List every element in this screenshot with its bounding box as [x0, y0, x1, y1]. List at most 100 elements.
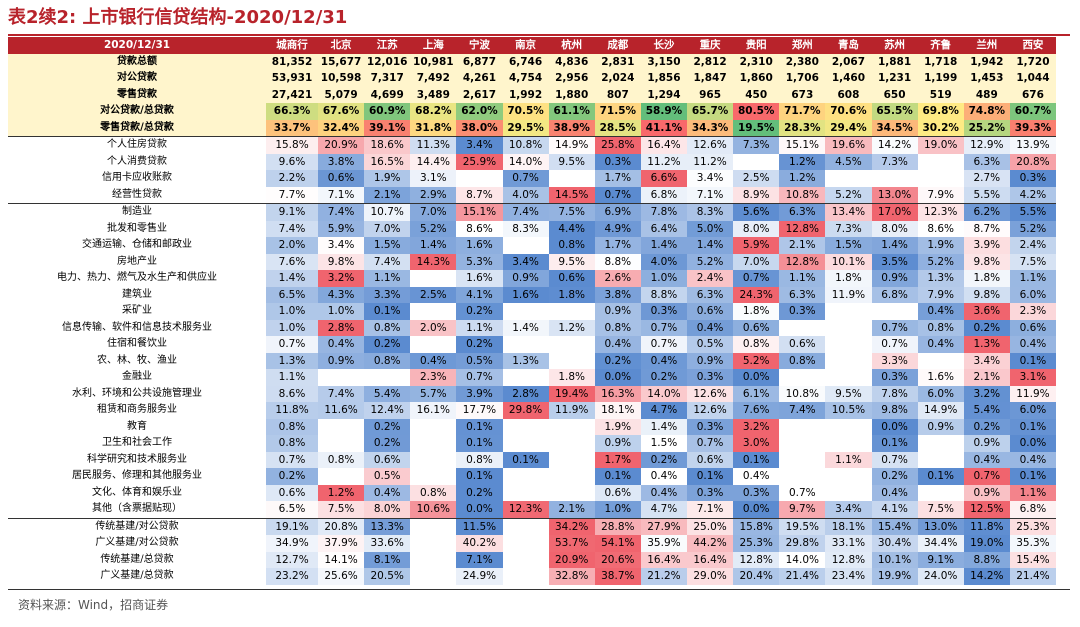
data-cell: 19.1% [266, 517, 318, 535]
data-cell: 20.8% [318, 517, 365, 535]
data-cell: 0.8% [548, 237, 595, 254]
data-cell: 17.0% [871, 203, 918, 221]
data-cell: 12.3% [917, 203, 964, 221]
data-cell [410, 336, 456, 353]
data-cell: 54.1% [594, 535, 641, 552]
data-cell: 2,024 [594, 70, 641, 87]
data-cell: 8.7% [456, 186, 503, 204]
data-cell: 0.2% [456, 303, 503, 320]
row-label: 居民服务、修理和其他服务业 [72, 470, 202, 482]
data-cell: 16.4% [687, 551, 734, 568]
row-label: 零售贷款 [8, 86, 266, 103]
data-cell: 1.7% [594, 170, 641, 187]
data-cell: 6.5% [266, 286, 318, 303]
data-cell: 1.8% [825, 270, 872, 287]
data-cell: 0.6% [548, 270, 595, 287]
data-cell: 0.2% [364, 336, 411, 353]
data-cell: 25.0% [687, 517, 734, 535]
table-row: 贷款总额 81,352 15,677 12,016 10,981 6,877 6,746 4,… [8, 53, 1056, 70]
data-cell: 0.4% [640, 468, 687, 485]
data-cell: 3.0% [733, 435, 780, 452]
data-cell: 0.6% [687, 451, 734, 468]
column-header: 重庆 [687, 37, 734, 54]
data-cell: 5.2% [917, 253, 964, 270]
column-header: 城商行 [266, 37, 318, 54]
data-cell: 3.8% [318, 153, 365, 170]
data-cell: 2.3% [1009, 303, 1056, 320]
data-cell: 8.8% [963, 551, 1010, 568]
data-cell [503, 419, 549, 436]
data-cell: 1.4% [502, 319, 549, 336]
data-cell: 34.5% [871, 119, 918, 137]
data-cell: 13.0% [871, 186, 918, 204]
data-cell: 62.0% [456, 103, 503, 120]
data-cell: 0.6% [779, 336, 826, 353]
table-row: 个人住房贷款 15.8% 20.9% 18.6% 11.3% 3.4% 10.8% 14.9%… [8, 136, 1056, 154]
data-cell: 11.9% [548, 402, 595, 419]
data-cell: 2,310 [733, 53, 780, 70]
data-cell: 0.1% [687, 468, 734, 485]
data-cell: 676 [1009, 86, 1056, 103]
data-cell: 2.1% [548, 501, 595, 518]
data-cell: 9.1% [917, 551, 964, 568]
data-cell: 39.1% [364, 119, 411, 137]
data-cell [503, 336, 549, 353]
data-cell [825, 419, 871, 436]
data-cell: 8.6% [917, 220, 964, 237]
data-cell: 10,981 [410, 53, 457, 70]
data-cell [918, 154, 964, 171]
data-cell: 19.0% [963, 535, 1010, 552]
data-cell: 6.3% [687, 286, 734, 303]
data-cell: 0.8% [410, 484, 457, 501]
data-cell: 1.4% [640, 237, 687, 254]
data-cell: 0.3% [687, 369, 734, 386]
data-cell: 29.0% [687, 568, 734, 585]
data-cell: 5.2% [825, 186, 872, 204]
data-cell: 0.3% [733, 484, 780, 501]
data-cell: 12.8% [733, 551, 780, 568]
data-cell [779, 452, 825, 469]
data-cell: 0.9% [594, 435, 641, 452]
data-cell: 0.0% [733, 501, 780, 518]
data-cell: 1,881 [871, 53, 918, 70]
data-cell: 18.1% [594, 402, 641, 419]
data-cell: 20.9% [548, 551, 595, 568]
row-label: 农、林、牧、渔业 [97, 354, 177, 366]
data-cell: 0.7% [266, 336, 318, 353]
data-cell: 1.2% [548, 319, 595, 336]
data-cell: 0.3% [871, 369, 918, 386]
data-cell: 6.0% [917, 385, 964, 402]
row-label: 零售贷款/总贷款 [8, 119, 266, 137]
data-cell: 15.1% [779, 136, 826, 154]
data-cell: 1.1% [1009, 484, 1056, 501]
data-cell: 2.0% [266, 237, 318, 254]
data-cell [779, 435, 825, 452]
data-cell: 1.9% [364, 170, 411, 187]
data-cell: 2,067 [825, 53, 872, 70]
data-cell: 0.9% [594, 303, 641, 320]
data-cell: 32.8% [548, 568, 595, 585]
data-cell [872, 170, 918, 187]
data-cell: 14.9% [917, 402, 964, 419]
data-cell: 15.4% [871, 517, 918, 535]
data-cell: 4.0% [502, 186, 549, 204]
data-cell: 12.6% [687, 385, 734, 402]
data-cell: 0.8% [733, 336, 780, 353]
data-cell: 0.4% [1009, 336, 1056, 353]
data-cell: 0.1% [594, 468, 641, 485]
data-cell [318, 419, 364, 436]
column-header: 宁波 [456, 37, 503, 54]
loan-structure-table: 2020/12/31 城商行 北京 江苏 上海 宁波 南京 杭州 成都 长沙 重庆 贵阳 郑州 青岛 苏州齐… [8, 37, 1056, 585]
data-cell: 10.7% [364, 203, 411, 221]
data-cell [410, 435, 456, 452]
data-cell: 10.6% [410, 501, 457, 518]
data-cell: 11.3% [410, 136, 457, 154]
data-cell: 1,880 [548, 86, 595, 103]
data-cell: 11.2% [640, 153, 687, 170]
data-cell: 3.4% [963, 352, 1010, 369]
data-cell: 4.5% [825, 153, 872, 170]
data-cell: 1,199 [917, 70, 964, 87]
data-cell [733, 154, 779, 171]
data-cell [410, 517, 457, 535]
table-row: 交通运输、仓储和邮政业 2.0% 3.4% 1.5% 1.4% 1.6% 0.8% 1.7% 1… [8, 237, 1056, 254]
